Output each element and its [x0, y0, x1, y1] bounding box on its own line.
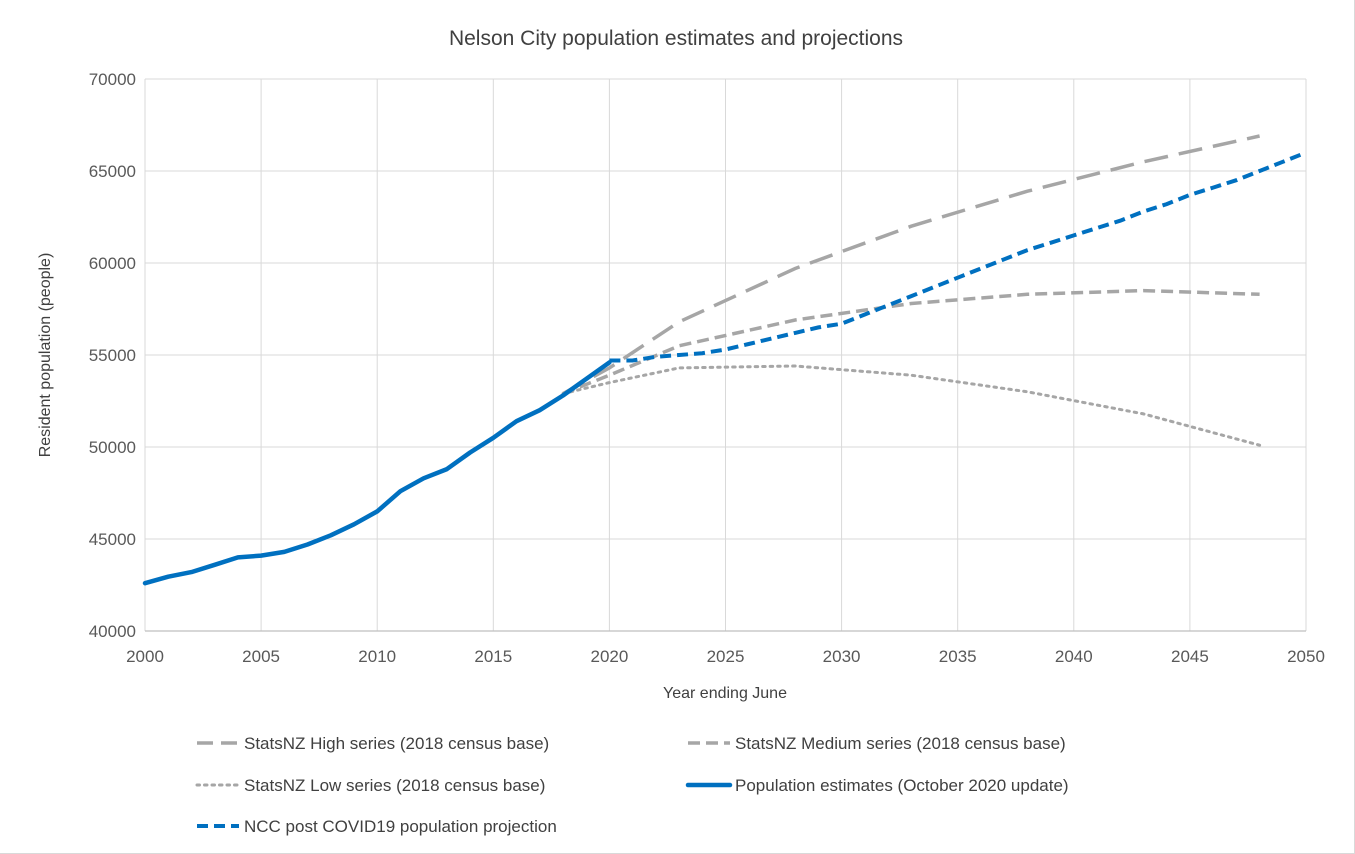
- series-line-low: [561, 364, 1262, 447]
- gridlines: [144, 78, 1307, 632]
- x-tick-label: 2010: [358, 647, 396, 666]
- legend-item-low: StatsNZ Low series (2018 census base): [195, 776, 545, 795]
- legend-item-ncc-projection: NCC post COVID19 population projection: [197, 817, 557, 836]
- legend-label: Population estimates (October 2020 updat…: [735, 776, 1069, 795]
- tick-labels: 40000 45000 50000 55000 60000 65000 70000 2000 2…: [89, 70, 1325, 666]
- legend-item-medium: StatsNZ Medium series (2018 census base): [688, 734, 1066, 753]
- series-line-medium: [562, 288, 1260, 396]
- x-tick-label: 2040: [1055, 647, 1093, 666]
- x-tick-label: 2015: [474, 647, 512, 666]
- legend-label: StatsNZ Low series (2018 census base): [244, 776, 545, 795]
- y-tick-label: 50000: [89, 438, 136, 457]
- legend-item-estimates: Population estimates (October 2020 updat…: [685, 776, 1069, 795]
- chart-title: Nelson City population estimates and pro…: [449, 27, 903, 50]
- y-tick-label: 60000: [89, 254, 136, 273]
- legend: StatsNZ High series (2018 census base) St…: [195, 734, 1069, 836]
- x-tick-label: 2045: [1171, 647, 1209, 666]
- x-axis-title: Year ending June: [663, 685, 787, 702]
- x-tick-label: 2005: [242, 647, 280, 666]
- series-lines: [142, 134, 1307, 586]
- y-tick-label: 55000: [89, 346, 136, 365]
- legend-item-high: StatsNZ High series (2018 census base): [197, 734, 549, 753]
- series-line-high: [562, 134, 1260, 396]
- series-line-estimates: [142, 360, 612, 586]
- legend-label: StatsNZ High series (2018 census base): [244, 734, 549, 753]
- legend-label: NCC post COVID19 population projection: [244, 817, 557, 836]
- y-axis-title: Resident population (people): [37, 253, 54, 458]
- x-tick-label: 2025: [707, 647, 745, 666]
- x-tick-label: 2020: [590, 647, 628, 666]
- x-tick-label: 2035: [939, 647, 977, 666]
- legend-label: StatsNZ Medium series (2018 census base): [735, 734, 1066, 753]
- y-tick-label: 70000: [89, 70, 136, 89]
- x-tick-label: 2050: [1287, 647, 1325, 666]
- y-tick-label: 40000: [89, 622, 136, 641]
- y-tick-label: 45000: [89, 530, 136, 549]
- x-tick-label: 2000: [126, 647, 164, 666]
- series-line-ncc-projection: [609, 150, 1307, 363]
- y-tick-label: 65000: [89, 162, 136, 181]
- x-tick-label: 2030: [823, 647, 861, 666]
